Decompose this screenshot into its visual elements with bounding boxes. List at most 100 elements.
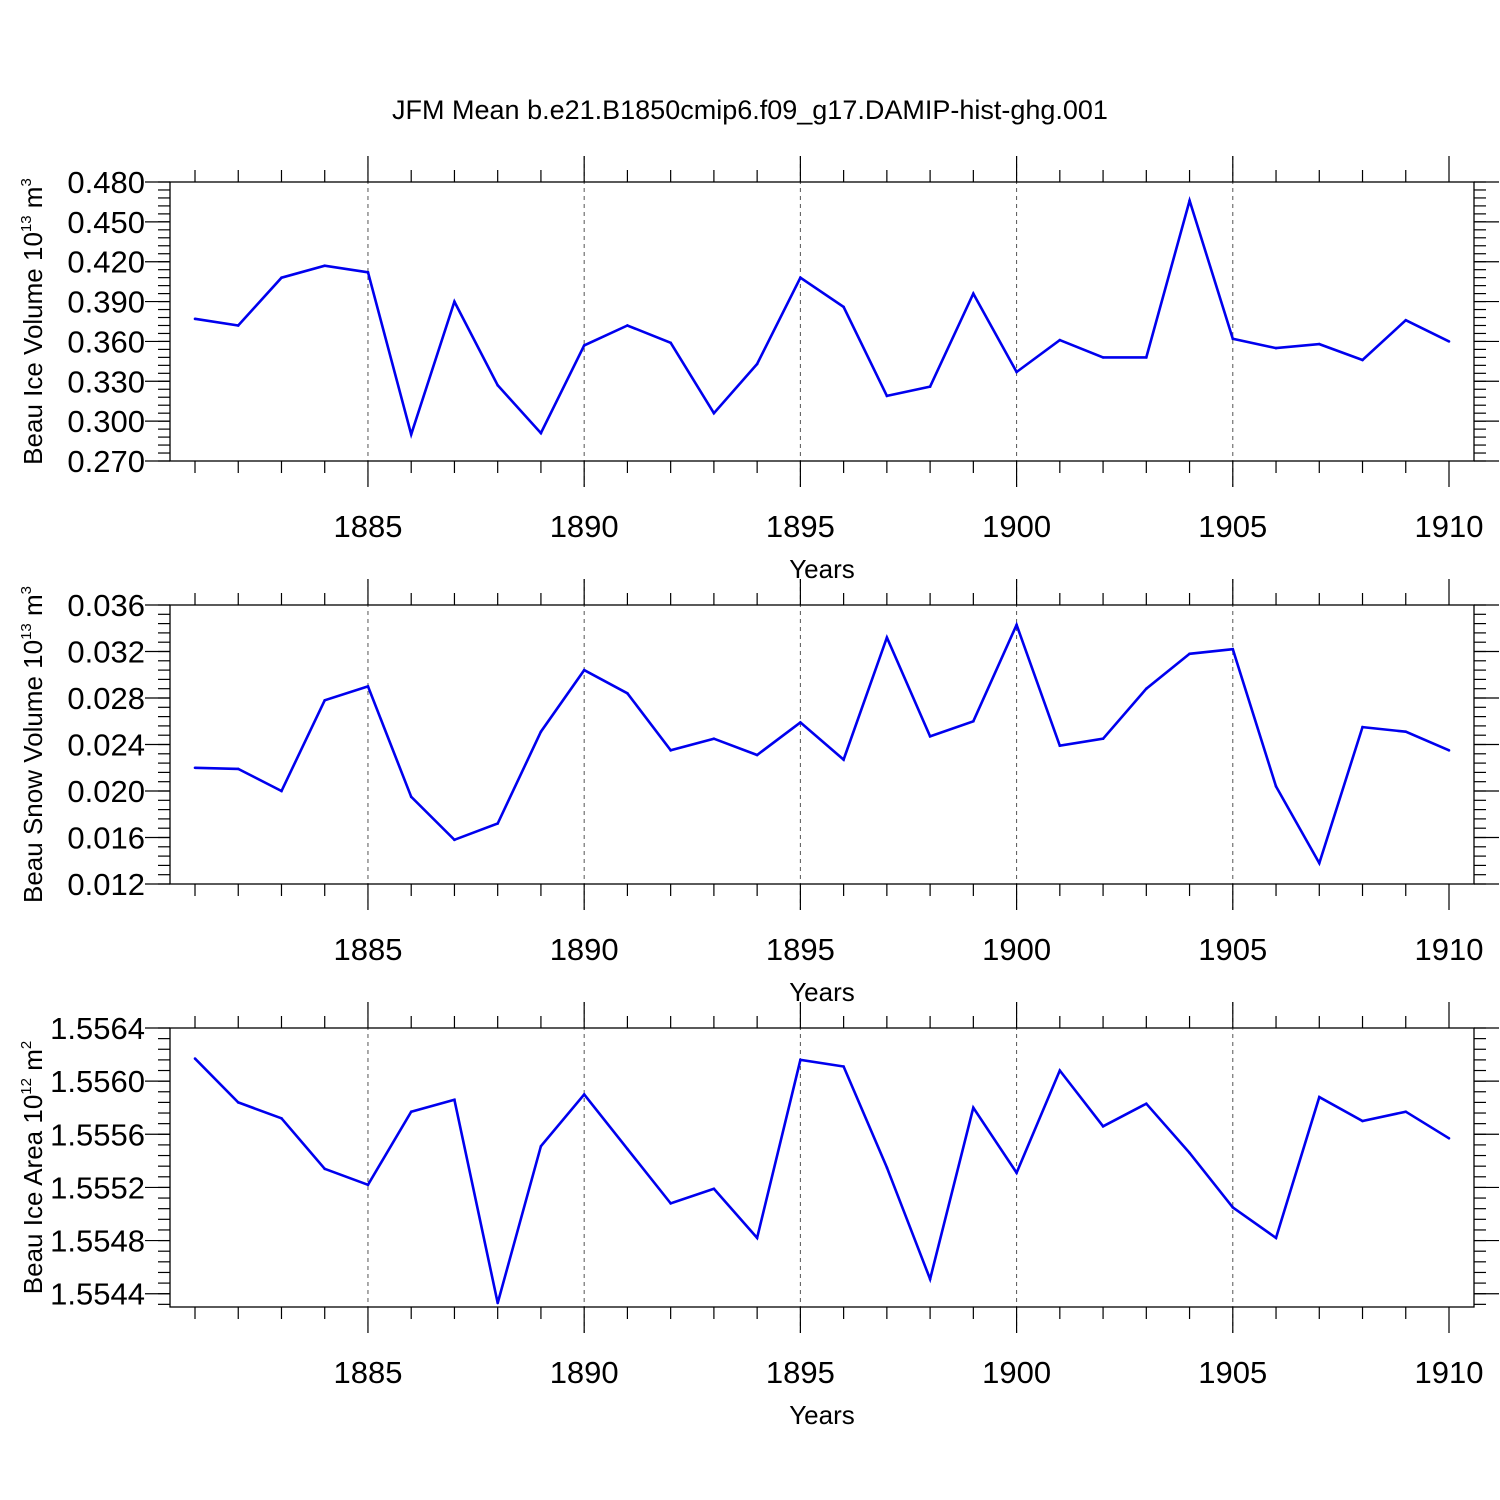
y-tick-label: 1.5556: [50, 1117, 145, 1152]
data-point: [1404, 730, 1408, 734]
data-point: [626, 1147, 629, 1151]
data-point: [928, 1277, 932, 1281]
data-point: [236, 324, 240, 327]
x-tick-label: 1895: [766, 932, 835, 967]
data-point: [669, 749, 672, 752]
data-point: [582, 1093, 586, 1096]
data-point: [1015, 623, 1018, 627]
plot-frame: [169, 181, 1475, 462]
data-point: [1447, 1136, 1451, 1140]
data-point: [193, 766, 197, 770]
data-point: [1145, 1102, 1148, 1106]
x-axis-label: Years: [789, 977, 855, 1007]
data-point: [280, 1117, 283, 1120]
data-point: [1447, 749, 1451, 752]
data-point: [1404, 318, 1408, 322]
y-tick-label: 0.420: [67, 245, 145, 280]
x-tick-label: 1885: [333, 932, 402, 967]
x-axis-label: Years: [789, 554, 855, 584]
y-tick-label: 1.5564: [50, 1011, 145, 1046]
data-point: [1058, 338, 1062, 342]
data-point: [1058, 1069, 1062, 1072]
series-line: [194, 1057, 1450, 1304]
data-point: [236, 767, 240, 771]
data-point: [193, 1057, 197, 1060]
x-tick-label: 1890: [550, 509, 619, 544]
y-tick-label: 0.270: [67, 444, 145, 479]
data-point: [626, 692, 629, 695]
data-point: [1145, 687, 1148, 690]
data-point: [799, 1058, 802, 1062]
data-point: [1317, 342, 1321, 346]
data-point: [1274, 346, 1278, 350]
x-tick-label: 1895: [766, 509, 835, 544]
data-point: [496, 822, 499, 825]
data-point: [842, 758, 845, 761]
data-point: [669, 1202, 672, 1205]
panel-1: 0.270 0.300 0.330 0.360 0.390 0.420 0.450 0.480…: [18, 156, 1499, 584]
data-point: [323, 264, 327, 268]
data-point: [755, 753, 759, 757]
data-point: [1188, 1151, 1191, 1155]
y-tick-label: 0.032: [67, 635, 145, 670]
data-point: [1361, 358, 1364, 362]
data-point: [842, 1065, 845, 1068]
data-point: [755, 1236, 759, 1240]
y-tick-label: 1.5544: [50, 1277, 145, 1312]
data-point: [453, 300, 456, 303]
x-tick-label: 1900: [982, 932, 1051, 967]
data-point: [928, 735, 932, 738]
data-point: [1101, 356, 1105, 359]
y-tick-label: 1.5560: [50, 1064, 145, 1099]
y-axis-label: Beau Ice Volume 1013 m3: [18, 178, 48, 465]
y-tick-label: 0.300: [67, 404, 145, 439]
data-point: [366, 685, 370, 688]
x-tick-label: 1890: [550, 932, 619, 967]
data-point: [453, 1098, 456, 1102]
y-tick-label: 0.330: [67, 364, 145, 399]
x-tick-label: 1905: [1198, 509, 1267, 544]
data-point: [885, 394, 889, 398]
x-tick-label: 1905: [1198, 1355, 1267, 1390]
data-point: [496, 1301, 499, 1305]
plot-frame: [169, 1027, 1475, 1308]
data-point: [712, 411, 716, 415]
y-tick-label: 0.020: [67, 774, 145, 809]
y-tick-label: 0.028: [67, 681, 145, 716]
y-tick-label: 0.450: [67, 205, 145, 240]
y-tick-label: 0.390: [67, 285, 145, 320]
data-point: [755, 362, 759, 366]
data-point: [799, 276, 802, 279]
data-point: [366, 271, 370, 274]
data-point: [366, 1183, 370, 1187]
data-point: [582, 344, 586, 347]
y-axis-label: Beau Ice Area 1012 m2: [18, 1041, 48, 1294]
y-tick-label: 0.480: [67, 165, 145, 200]
data-point: [1188, 199, 1191, 202]
data-point: [712, 1187, 716, 1191]
data-point: [1058, 744, 1062, 747]
data-point: [539, 1144, 543, 1148]
data-point: [1101, 1125, 1105, 1128]
data-point: [539, 730, 543, 734]
y-tick-label: 0.036: [67, 588, 145, 623]
data-point: [1231, 647, 1235, 651]
y-tick-label: 0.360: [67, 324, 145, 359]
x-tick-label: 1900: [982, 509, 1051, 544]
data-point: [972, 292, 975, 295]
x-tick-label: 1910: [1415, 932, 1484, 967]
panel-3: 1.5544 1.5548 1.5552 1.5556 1.5560 1.5564 1885…: [18, 1002, 1499, 1430]
series-line: [194, 621, 1450, 867]
data-point: [453, 838, 456, 842]
data-point: [1145, 356, 1148, 359]
data-point: [409, 1110, 413, 1113]
x-tick-label: 1890: [550, 1355, 619, 1390]
data-point: [669, 341, 672, 345]
y-tick-label: 1.5548: [50, 1224, 145, 1259]
x-tick-label: 1900: [982, 1355, 1051, 1390]
data-point: [280, 276, 283, 279]
data-point: [972, 1106, 975, 1110]
data-point: [539, 431, 543, 435]
